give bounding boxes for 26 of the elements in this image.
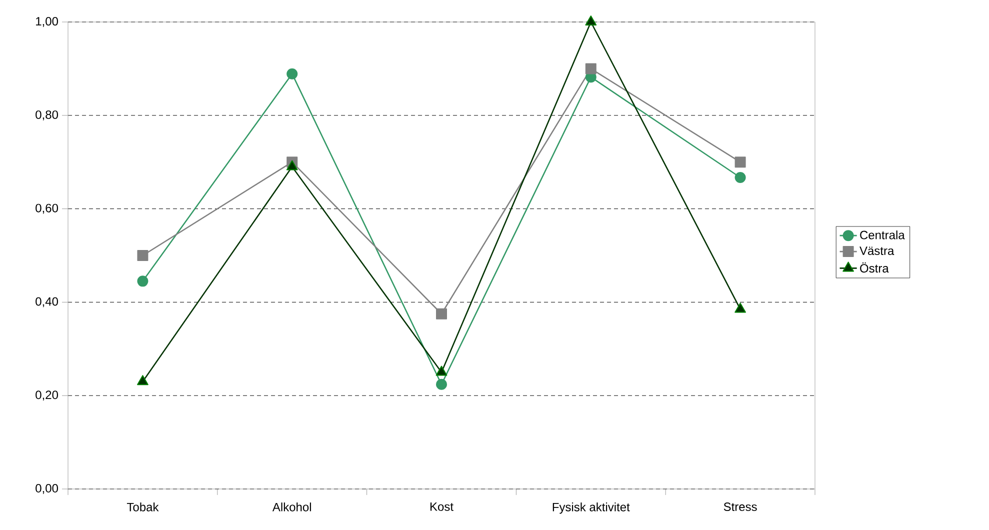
legend-label: Västra xyxy=(860,246,894,256)
y-tick-label: 0,00 xyxy=(36,484,58,494)
point xyxy=(585,63,596,74)
x-tick-label: Stress xyxy=(724,502,757,512)
point xyxy=(286,68,298,80)
x-tick-label: Fysisk aktivitet xyxy=(552,502,630,514)
y-tick-label: 0,80 xyxy=(36,110,58,120)
point xyxy=(734,172,746,183)
point xyxy=(734,302,746,313)
legend-label: Centrala xyxy=(860,230,905,240)
y-tick-label: 0,60 xyxy=(36,204,58,214)
point xyxy=(436,366,448,376)
x-tick-label: Alkohol xyxy=(272,502,311,512)
legend-label: Östra xyxy=(860,262,889,273)
point xyxy=(137,276,148,287)
x-tick-label: Kost xyxy=(430,502,454,511)
point xyxy=(436,378,447,390)
y-tick-label: 0,40 xyxy=(36,297,58,308)
y-tick-label: 1,00 xyxy=(36,17,58,27)
x-tick-label: Tobak xyxy=(126,502,159,512)
point xyxy=(436,308,447,320)
point xyxy=(286,160,298,170)
y-tick-label: 0,20 xyxy=(36,390,58,401)
point xyxy=(137,375,148,386)
point xyxy=(137,250,148,261)
point xyxy=(734,156,746,168)
